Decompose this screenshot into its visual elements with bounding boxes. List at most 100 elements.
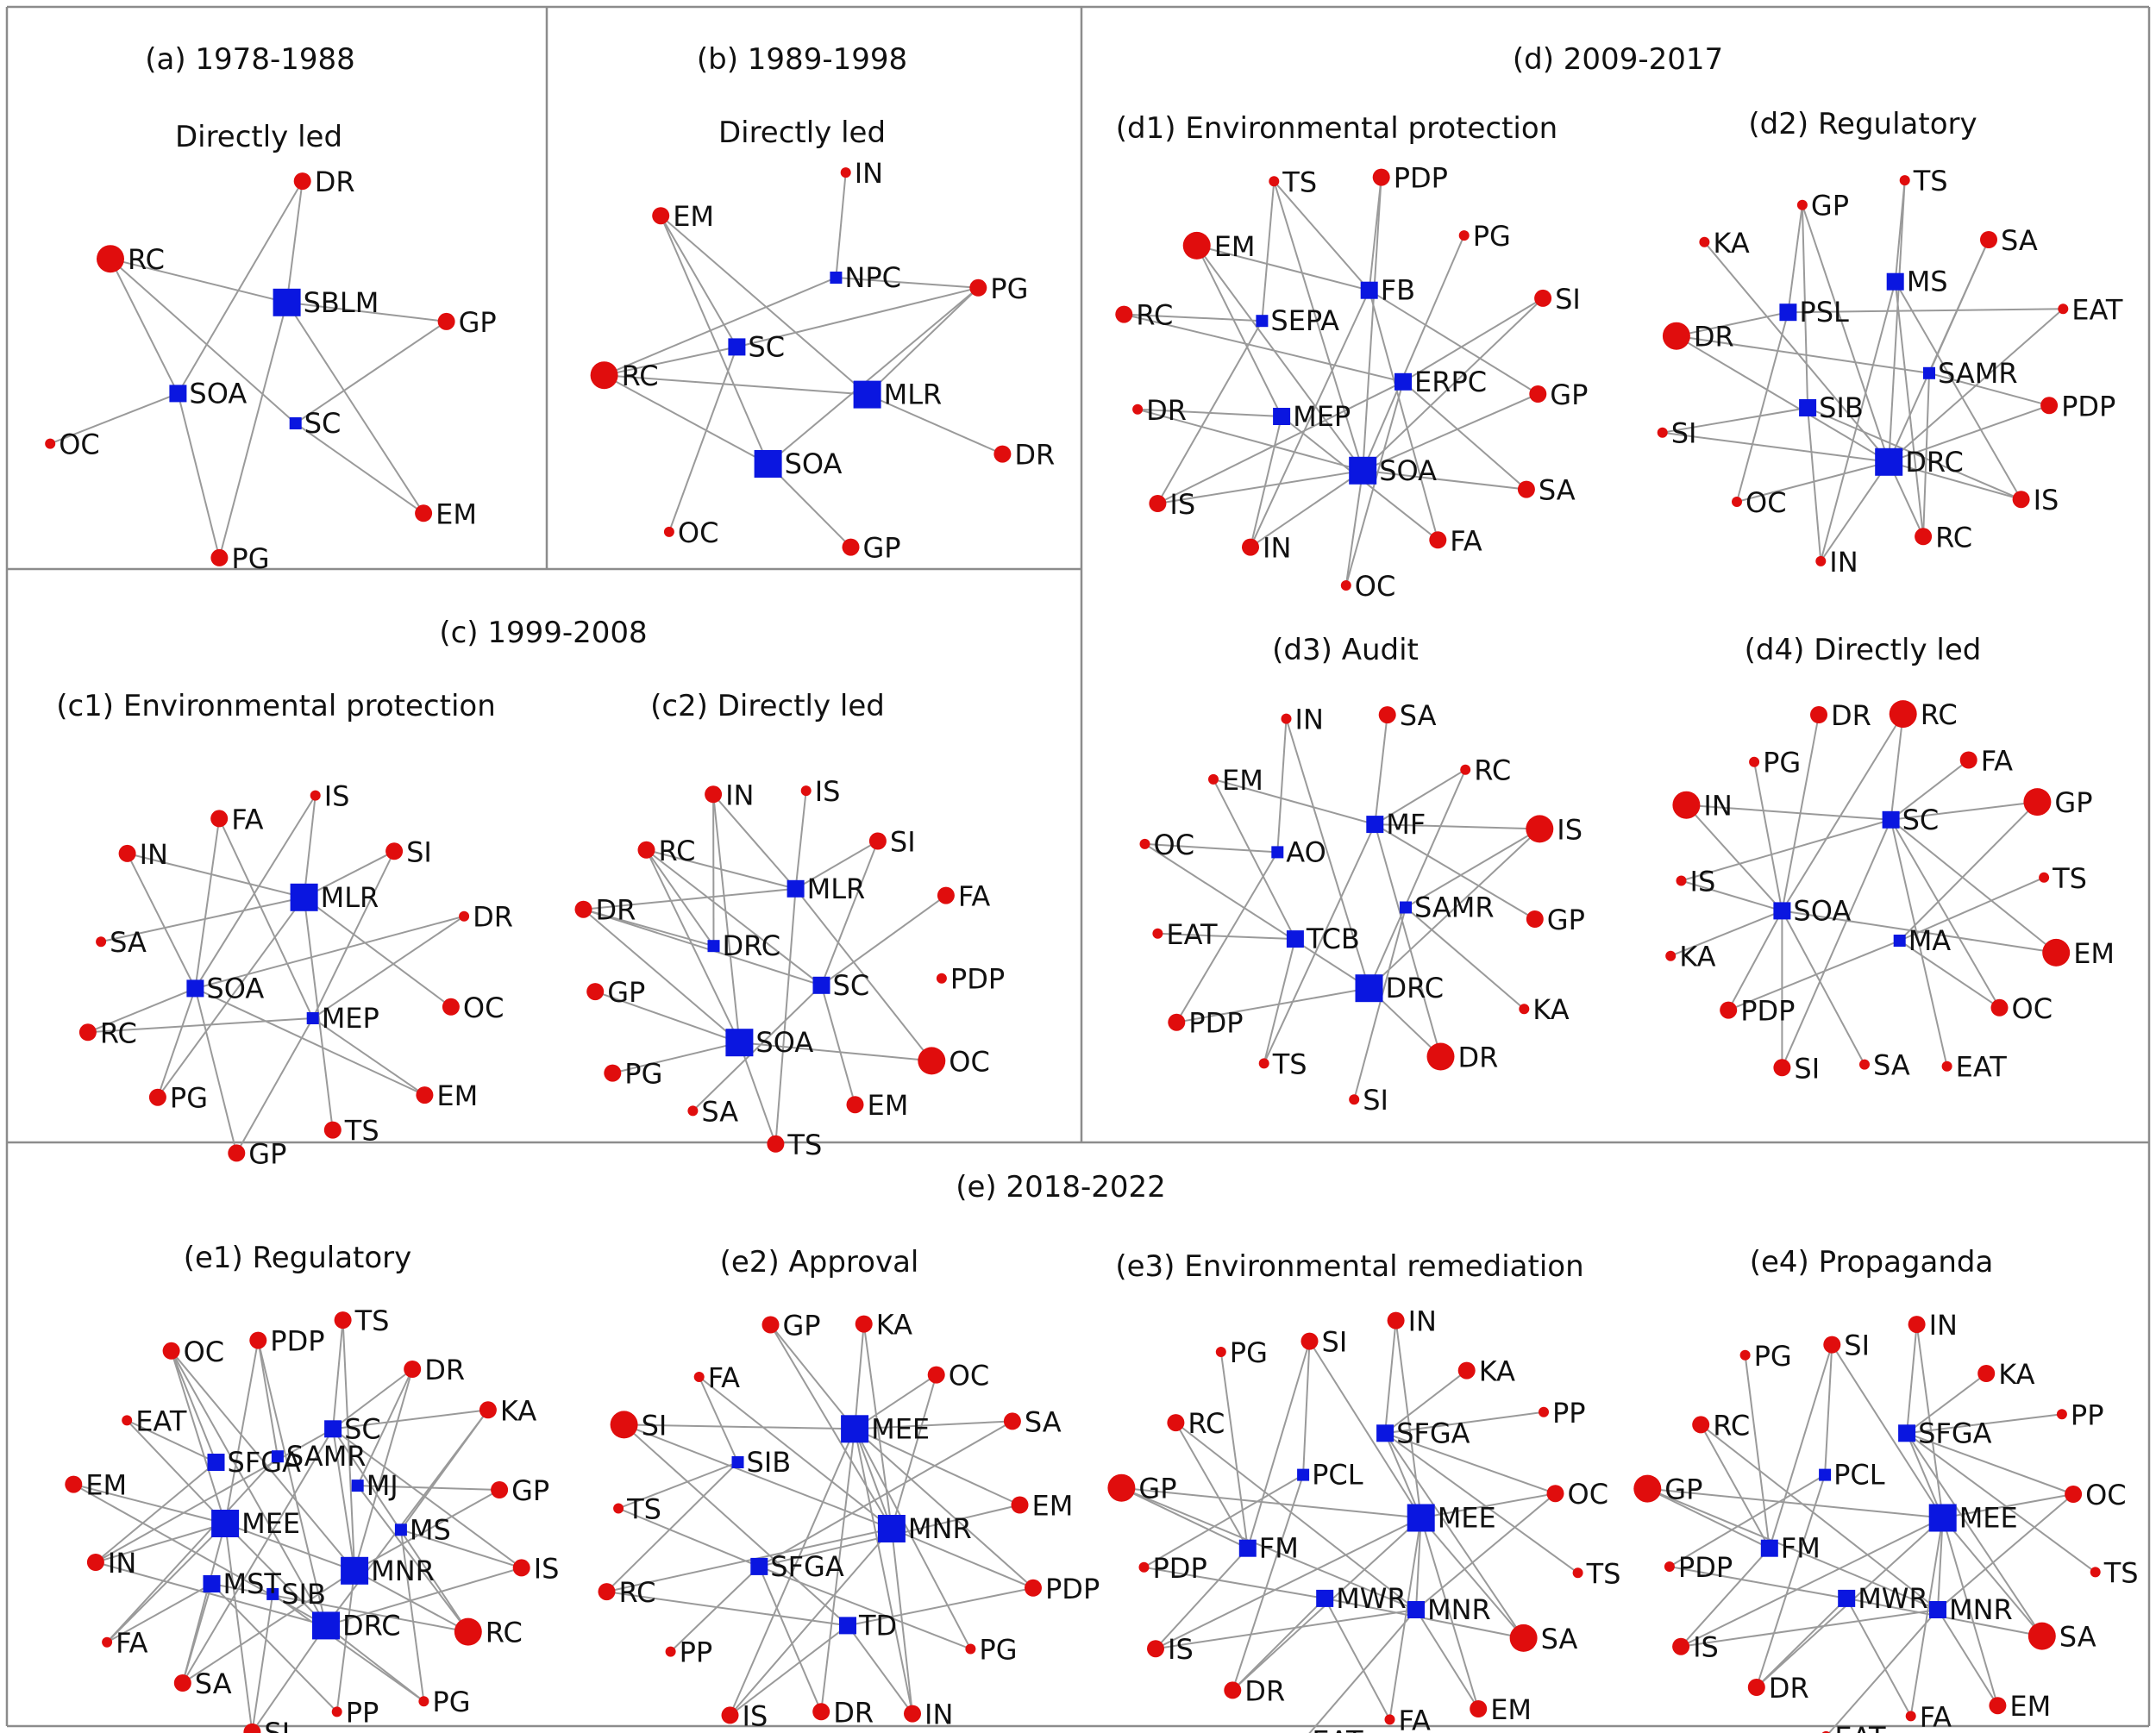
tool-label: SI [1555, 283, 1581, 316]
institution-label: SIB [1819, 391, 1864, 424]
edge-e2-21 [847, 1624, 913, 1715]
edge-b-11 [667, 347, 738, 533]
tool-node-in [840, 167, 851, 178]
tool-node-gp [761, 1316, 780, 1334]
tool-node-dr [1810, 706, 1827, 723]
tool-node-is [1672, 1637, 1690, 1655]
tool-node-rc [1889, 700, 1917, 729]
institution-node-drc [1875, 447, 1903, 476]
tool-label: IN [1408, 1305, 1437, 1338]
tool-label: TS [354, 1304, 390, 1337]
tool-node-si [1300, 1332, 1319, 1350]
tool-label: KA [1679, 941, 1715, 973]
tool-label: RC [1188, 1407, 1225, 1440]
edge-e4-10 [1909, 1517, 1944, 1717]
network-c2: MLR SC SOA DRC IS SI FA PDP OC EM TS SA PG GP DR RC IN (c… [574, 689, 1005, 1161]
edge-d3-5 [1263, 823, 1376, 1064]
edge-b-2 [604, 277, 837, 377]
edge-e2-30 [617, 1507, 760, 1567]
edge-e1-44 [170, 1350, 217, 1463]
tool-label: PDP [1153, 1552, 1207, 1585]
edge-c2-7 [820, 841, 879, 986]
edge-d3-13 [1176, 987, 1369, 1023]
edge-c2-3 [774, 888, 797, 1144]
tool-label: DR [1769, 1672, 1809, 1705]
network-e2: MEE MNR TD SFGA SIB KA OC SA EM PDP PG IN DR IS PP RC TS… [598, 1245, 1100, 1732]
tool-node-oc [663, 526, 674, 537]
tool-node-eat [1152, 928, 1163, 939]
institution-node-ms [394, 1523, 407, 1536]
edge-d2-24 [1788, 308, 2064, 314]
institution-label: DRC [1386, 972, 1445, 1004]
tool-node-rc [598, 1583, 616, 1601]
tool-node-fa [1905, 1711, 1916, 1722]
edge-d4-9 [1898, 801, 2039, 942]
tool-node-pp [2056, 1409, 2067, 1420]
tool-node-fa [1384, 1714, 1395, 1725]
tool-node-eat [2058, 303, 2069, 315]
tool-node-oc [1340, 580, 1351, 591]
edge-b-0 [835, 172, 847, 278]
tool-label: FA [708, 1361, 740, 1394]
edge-d1-20 [1195, 245, 1364, 472]
edge-e3-27 [1175, 1422, 1249, 1549]
edge-a-3 [218, 302, 288, 559]
edge-d1-23 [1250, 416, 1283, 547]
tool-node-pg [210, 548, 229, 566]
tool-label: EAT [2071, 293, 2123, 326]
institution-label: SC [304, 407, 342, 440]
tool-node-dr [404, 1361, 422, 1378]
institution-node-sc [812, 976, 830, 994]
tool-node-pg [1739, 1349, 1751, 1361]
edge-d4-13 [1781, 713, 1904, 911]
tool-label: TS [1586, 1557, 1621, 1590]
edge-d3-17 [1157, 932, 1295, 941]
institution-label: SFGA [228, 1446, 302, 1479]
network-a: SBLM SC SOA DR GP EM PG OC RC Directly led [45, 120, 497, 575]
edge-b-5 [660, 215, 868, 396]
tool-node-in [1908, 1316, 1926, 1334]
tool-node-dr [459, 910, 470, 922]
edge-d4-17 [1727, 910, 1783, 1011]
tool-label: PDP [1394, 162, 1448, 195]
tool-node-sa [1980, 231, 1997, 248]
edge-d1-28 [1261, 181, 1275, 322]
tool-label: IS [1169, 488, 1195, 521]
institution-node-mee [211, 1510, 240, 1537]
tool-label: IS [324, 780, 350, 813]
tool-node-gp [1526, 910, 1544, 928]
tool-node-rc [454, 1617, 482, 1646]
edge-e1-46 [257, 1340, 279, 1457]
tool-label: DR [424, 1354, 465, 1386]
edge-e2-25 [758, 1420, 1013, 1567]
institution-node-soa [1349, 456, 1377, 485]
edge-c1-7 [311, 850, 395, 1019]
edge-e2-19 [769, 1323, 893, 1530]
institution-node-mlr [853, 380, 881, 409]
edge-e3-9 [1420, 1517, 1480, 1710]
tool-label: GP [459, 306, 497, 339]
edge-e4-2 [1906, 1413, 2063, 1435]
tool-label: EM [2009, 1690, 2051, 1723]
institution-label: SOA [1379, 454, 1437, 487]
institution-label: TCB [1306, 923, 1360, 955]
edge-d1-18 [1157, 469, 1363, 504]
tool-label: OC [1745, 486, 1787, 519]
edge-c2-2 [794, 888, 933, 1062]
tool-label: IN [1295, 704, 1324, 736]
tool-label: DR [1831, 699, 1871, 732]
tool-node-in [1242, 538, 1259, 556]
edge-e3-10 [1388, 1517, 1422, 1720]
tool-label: OC [1568, 1478, 1609, 1511]
network-title-e2: (e2) Approval [720, 1245, 919, 1279]
edge-d1-16 [1344, 470, 1364, 586]
tool-node-gp [1796, 199, 1808, 210]
network-title-e4: (e4) Propaganda [1750, 1245, 1994, 1279]
edge-e1-20 [325, 1409, 489, 1627]
edge-c2-21 [645, 849, 715, 947]
tool-node-oc [1732, 497, 1742, 507]
edge-e3-33 [1384, 1432, 1422, 1518]
edge-e3-20 [1175, 1422, 1417, 1611]
edge-b-13 [660, 215, 738, 347]
